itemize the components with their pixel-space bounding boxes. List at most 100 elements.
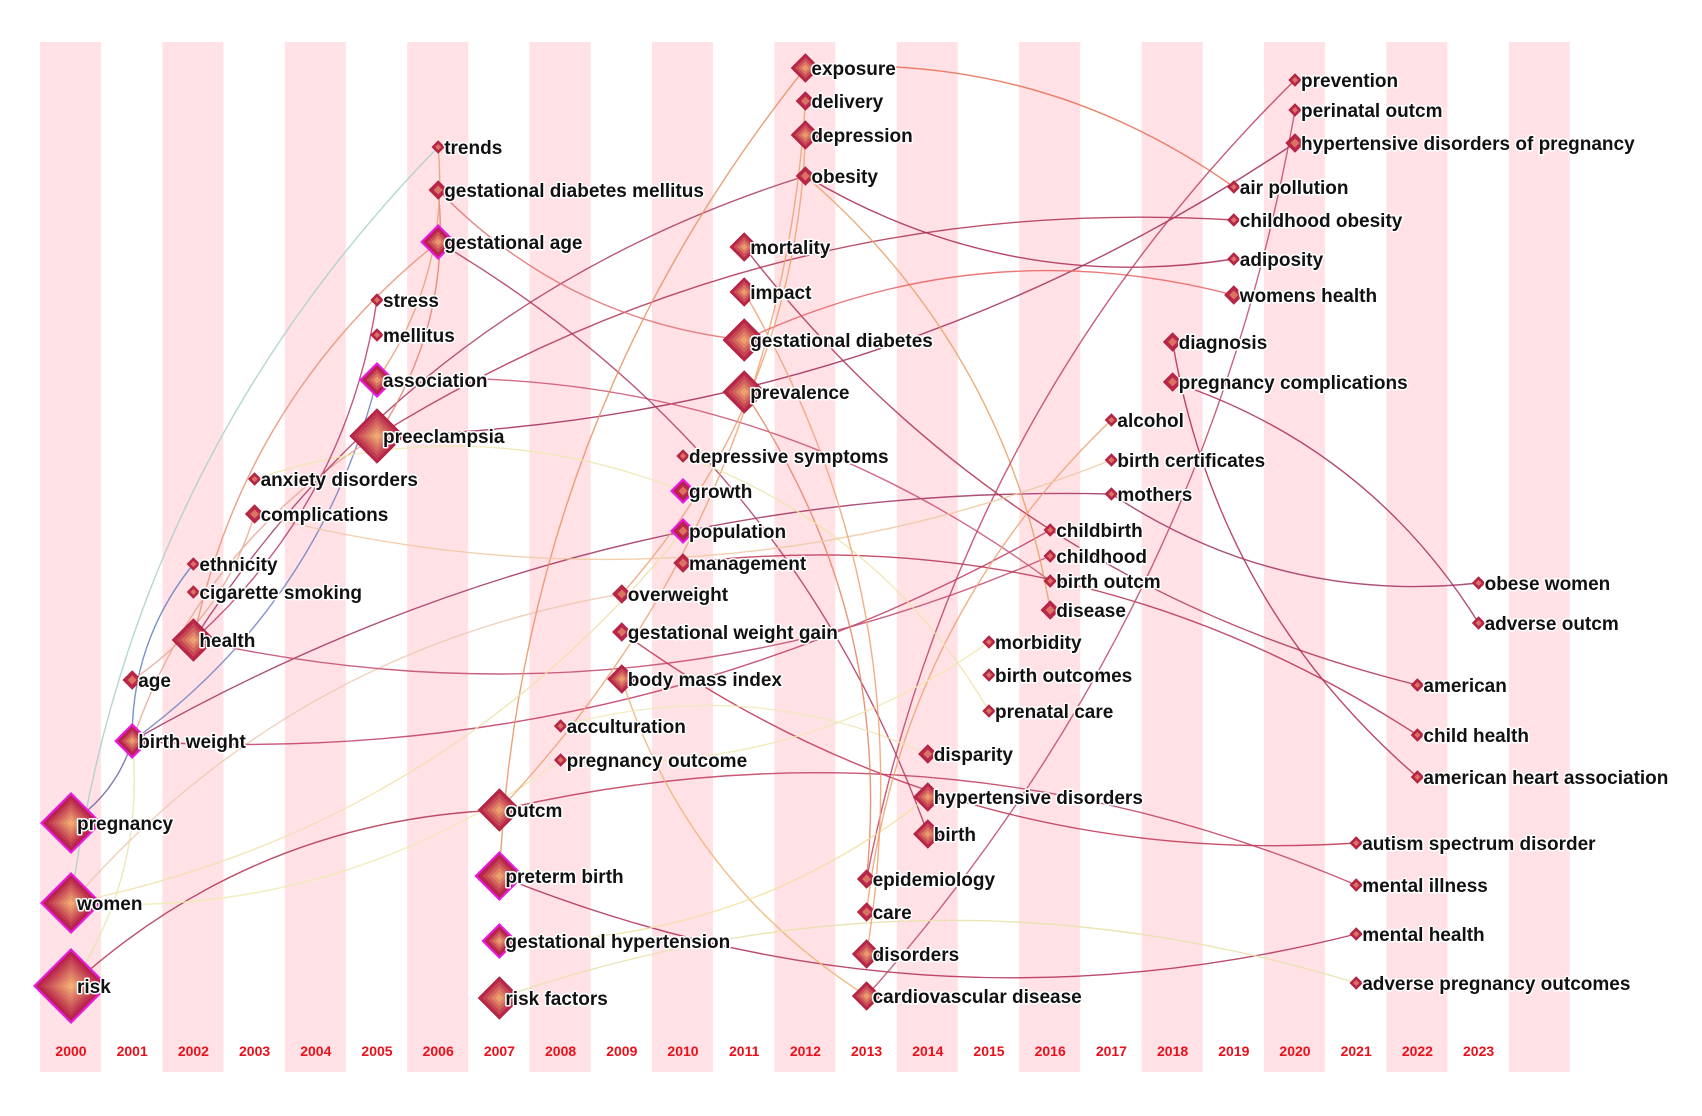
keyword-label-gestational-age: gestational age (444, 233, 582, 254)
keyword-label-mothers: mothers (1117, 485, 1192, 506)
node-impact[interactable] (729, 277, 759, 307)
node-american[interactable] (1410, 678, 1425, 692)
node-mothers[interactable] (1104, 487, 1119, 501)
node-age[interactable] (122, 670, 142, 690)
node-delivery[interactable] (795, 91, 816, 111)
node-overweight[interactable] (612, 584, 632, 604)
node-alcohol[interactable] (1104, 413, 1119, 427)
link-women-to-population (70, 530, 684, 904)
keyword-label-acculturation: acculturation (567, 717, 686, 738)
year-label-2016: 2016 (1035, 1043, 1066, 1059)
node-gestational-diabetes[interactable] (722, 318, 766, 362)
link-pregnancy-complications-to-adverse-outcm (1172, 381, 1480, 624)
keyword-label-complications: complications (261, 505, 389, 526)
node-gestational-age[interactable] (420, 224, 457, 260)
node-cardiovascular-disease[interactable] (851, 981, 882, 1011)
link-impact-to-disorders (743, 291, 882, 955)
year-label-2007: 2007 (484, 1043, 515, 1059)
link-pregnancy-outcome-to-morbidity (560, 641, 990, 763)
node-depression[interactable] (790, 120, 821, 150)
node-pregnancy-complications[interactable] (1162, 372, 1183, 392)
node-morbidity[interactable] (982, 635, 996, 649)
node-hypertensive-disorders-of-pregnancy[interactable] (1285, 133, 1305, 153)
node-birth-outcomes[interactable] (982, 668, 996, 682)
node-perinatal-outcm[interactable] (1288, 103, 1302, 117)
node-acculturation[interactable] (553, 719, 568, 733)
node-care[interactable] (856, 902, 877, 922)
node-association[interactable] (359, 362, 395, 398)
node-stress[interactable] (370, 293, 384, 307)
node-childhood-obesity[interactable] (1227, 213, 1241, 227)
node-birth-weight[interactable] (114, 723, 151, 759)
keyword-label-health: health (199, 631, 255, 652)
node-mellitus[interactable] (370, 328, 384, 342)
year-label-2018: 2018 (1157, 1043, 1188, 1059)
node-mental-illness[interactable] (1349, 878, 1363, 892)
node-disease[interactable] (1040, 600, 1060, 620)
node-prenatal-care[interactable] (982, 704, 996, 718)
node-hypertensive-disorders[interactable] (913, 782, 943, 812)
node-mental-health[interactable] (1349, 927, 1363, 941)
keyword-label-adiposity: adiposity (1240, 250, 1324, 271)
node-childbirth[interactable] (1043, 523, 1057, 537)
year-label-2014: 2014 (912, 1043, 943, 1059)
node-birth-outcm[interactable] (1043, 574, 1057, 588)
node-anxiety-disorders[interactable] (247, 472, 262, 486)
year-axis-labels: 2000 2001 2002 2003 2004 2005 2006 2007 2008 2009… (55, 1043, 1494, 1059)
node-adverse-pregnancy-outcomes[interactable] (1349, 976, 1363, 990)
node-preterm-birth[interactable] (474, 851, 525, 901)
node-birth[interactable] (913, 819, 943, 849)
keyword-label-impact: impact (750, 283, 812, 304)
node-womens-health[interactable] (1224, 285, 1244, 305)
year-label-2013: 2013 (851, 1043, 882, 1059)
node-risk[interactable] (33, 948, 109, 1024)
link-preeclampsia-to-hypertensive-disorders-of-pregnancy (376, 142, 1296, 437)
node-ethnicity[interactable] (186, 557, 201, 571)
node-preeclampsia[interactable] (349, 408, 405, 464)
node-mortality[interactable] (729, 232, 759, 262)
keyword-label-hypertensive-disorders: hypertensive disorders (934, 788, 1143, 809)
node-growth[interactable] (670, 478, 696, 504)
link-association-to-trends (376, 146, 441, 381)
node-autism-spectrum-disorder[interactable] (1349, 836, 1363, 850)
node-cigarette-smoking[interactable] (186, 585, 201, 599)
node-gestational-hypertension[interactable] (481, 923, 518, 959)
node-obese-women[interactable] (1471, 576, 1486, 590)
node-disparity[interactable] (918, 744, 938, 764)
link-health-to-stress (192, 299, 378, 641)
node-complications[interactable] (244, 504, 265, 524)
node-prevention[interactable] (1288, 73, 1302, 87)
keyword-label-obesity: obesity (811, 167, 878, 188)
keyword-label-perinatal-outcm: perinatal outcm (1301, 101, 1442, 122)
node-pregnancy[interactable] (40, 792, 102, 854)
node-gestational-weight-gain[interactable] (612, 622, 632, 642)
node-adverse-outcm[interactable] (1471, 616, 1486, 630)
node-women[interactable] (40, 872, 102, 934)
link-women-to-overweight (70, 593, 622, 904)
node-management[interactable] (673, 553, 693, 573)
node-gestational-diabetes-mellitus[interactable] (428, 180, 448, 200)
node-risk-factors[interactable] (477, 976, 522, 1020)
node-trends[interactable] (431, 140, 445, 154)
year-label-2010: 2010 (667, 1043, 698, 1059)
node-birth-certificates[interactable] (1104, 453, 1119, 467)
node-epidemiology[interactable] (856, 869, 877, 889)
node-exposure[interactable] (790, 53, 821, 83)
node-depressive-symptoms[interactable] (676, 449, 690, 463)
node-child-health[interactable] (1410, 728, 1425, 742)
node-population[interactable] (670, 518, 696, 544)
node-air-pollution[interactable] (1227, 180, 1241, 194)
year-label-2001: 2001 (117, 1043, 148, 1059)
node-american-heart-association[interactable] (1410, 770, 1425, 784)
node-body-mass-index[interactable] (607, 664, 637, 694)
node-prevalence[interactable] (722, 370, 766, 414)
node-childhood[interactable] (1043, 549, 1057, 563)
node-diagnosis[interactable] (1162, 332, 1183, 352)
node-outcm[interactable] (477, 788, 522, 832)
node-obesity[interactable] (795, 166, 816, 186)
node-health[interactable] (171, 618, 216, 662)
node-pregnancy-outcome[interactable] (553, 753, 568, 767)
node-adiposity[interactable] (1227, 252, 1241, 266)
node-disorders[interactable] (851, 939, 882, 969)
